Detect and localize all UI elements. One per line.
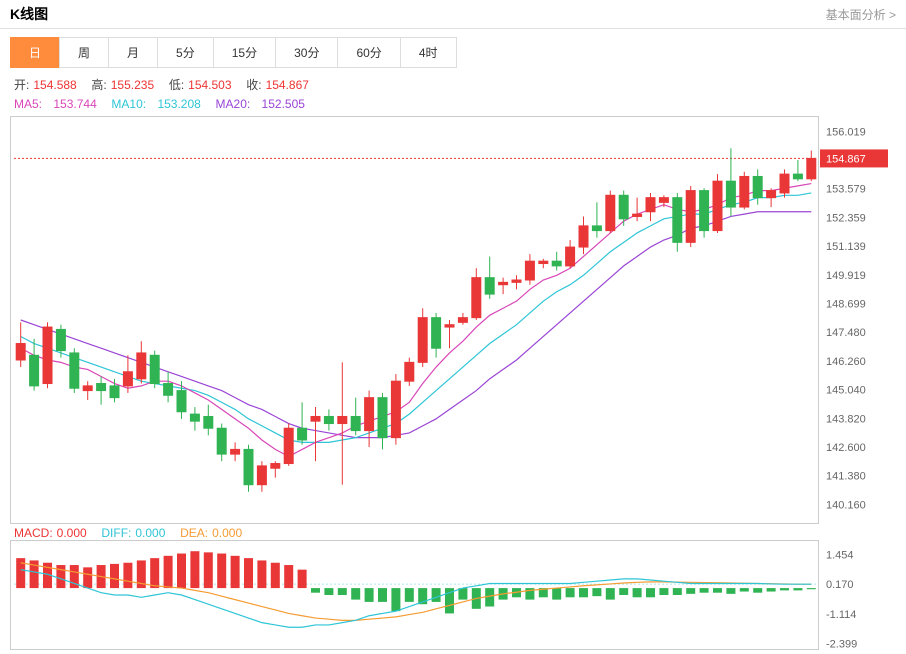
- svg-text:-1.114: -1.114: [826, 609, 856, 621]
- macd-label: MACD:: [14, 526, 53, 540]
- page-title: K线图: [10, 4, 48, 24]
- svg-text:143.820: 143.820: [826, 414, 866, 426]
- svg-text:154.867: 154.867: [826, 154, 866, 166]
- tab-15分[interactable]: 15分: [213, 37, 275, 68]
- macd-chart[interactable]: 1.4540.170-1.114-2.399: [10, 540, 890, 650]
- svg-text:151.139: 151.139: [826, 241, 866, 253]
- svg-text:147.480: 147.480: [826, 328, 866, 340]
- diff-value: 0.000: [135, 526, 165, 540]
- svg-text:0.170: 0.170: [826, 580, 854, 592]
- ma10-value: 153.208: [157, 95, 200, 114]
- low-value: 154.503: [188, 76, 231, 95]
- tab-5分[interactable]: 5分: [157, 37, 213, 68]
- svg-text:146.260: 146.260: [826, 356, 866, 368]
- analysis-link[interactable]: 基本面分析: [826, 6, 896, 23]
- svg-text:148.699: 148.699: [826, 299, 866, 311]
- ma20-label: MA20:: [216, 95, 251, 114]
- ma20-value: 152.505: [262, 95, 305, 114]
- ma5-value: 153.744: [53, 95, 96, 114]
- dea-label: DEA:: [180, 526, 208, 540]
- ma-row: MA5: 153.744 MA10: 153.208 MA20: 152.505: [14, 95, 892, 114]
- open-value: 154.588: [33, 76, 76, 95]
- svg-text:145.040: 145.040: [826, 385, 866, 397]
- tab-日[interactable]: 日: [10, 37, 59, 68]
- candlestick-chart[interactable]: 156.019 154.867 153.579 152.359 151.139 149.9…: [10, 116, 890, 524]
- open-label: 开:: [14, 76, 29, 95]
- svg-text:149.919: 149.919: [826, 270, 866, 282]
- tab-4时[interactable]: 4时: [400, 37, 457, 68]
- svg-text:1.454: 1.454: [826, 550, 854, 562]
- macd-value: 0.000: [57, 526, 87, 540]
- tab-30分[interactable]: 30分: [275, 37, 337, 68]
- svg-text:142.600: 142.600: [826, 442, 866, 454]
- ma5-label: MA5:: [14, 95, 42, 114]
- tab-周[interactable]: 周: [59, 37, 108, 68]
- macd-row: MACD: 0.000 DIFF: 0.000 DEA: 0.000: [10, 524, 896, 540]
- close-label: 收:: [246, 76, 261, 95]
- tab-月[interactable]: 月: [108, 37, 157, 68]
- svg-text:152.359: 152.359: [826, 213, 866, 225]
- ma10-label: MA10:: [111, 95, 146, 114]
- svg-text:140.160: 140.160: [826, 500, 866, 512]
- svg-text:156.019: 156.019: [826, 127, 866, 139]
- high-label: 高:: [91, 76, 106, 95]
- dea-value: 0.000: [212, 526, 242, 540]
- close-value: 154.867: [266, 76, 309, 95]
- tab-60分[interactable]: 60分: [337, 37, 399, 68]
- low-label: 低:: [169, 76, 184, 95]
- ohlc-row: 开:154.588 高: 155.235 低:154.503 收: 154.867: [14, 76, 892, 95]
- high-value: 155.235: [111, 76, 154, 95]
- diff-label: DIFF:: [101, 526, 131, 540]
- interval-tabs: 日周月5分15分30分60分4时: [0, 29, 906, 74]
- svg-text:141.380: 141.380: [826, 471, 866, 483]
- svg-text:153.579: 153.579: [826, 184, 866, 196]
